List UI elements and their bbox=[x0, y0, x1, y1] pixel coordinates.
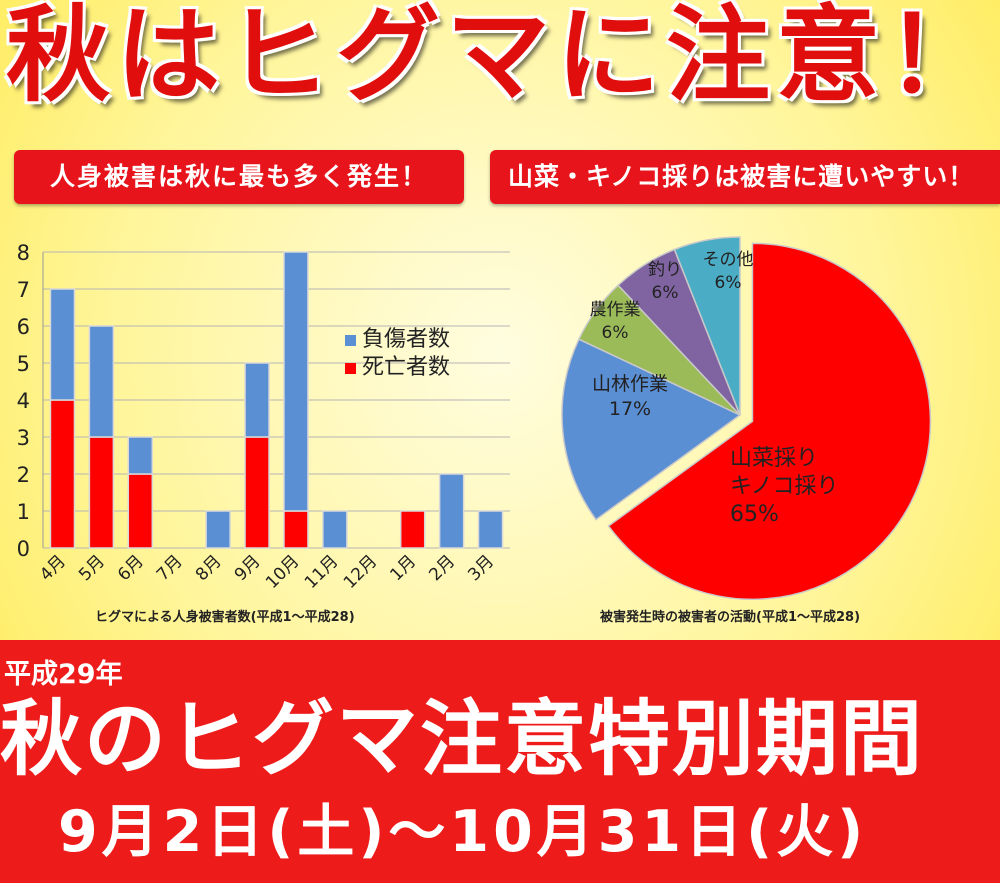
y-tick-label: 0 bbox=[17, 537, 30, 561]
bar-injured bbox=[283, 251, 309, 512]
pie-category-label: 山菜採り bbox=[730, 446, 818, 471]
pie-chart-banner: 山菜・キノコ採りは被害に遭いやすい！ bbox=[490, 150, 1000, 204]
x-tick-label: 6月 bbox=[114, 551, 148, 585]
x-tick-label: 4月 bbox=[36, 551, 70, 585]
pie-percent-label: 17% bbox=[609, 398, 651, 420]
y-tick-label: 7 bbox=[17, 278, 30, 302]
y-tick-label: 4 bbox=[17, 389, 30, 413]
y-tick-label: 8 bbox=[17, 241, 30, 265]
x-tick-label: 11月 bbox=[301, 551, 342, 592]
pie-slice bbox=[561, 338, 742, 521]
bar-injured bbox=[127, 436, 154, 475]
pie-category-label: 釣り bbox=[648, 260, 682, 280]
special-period-dates: 9月2日(土)〜10月31日(火) bbox=[58, 799, 868, 865]
x-tick-label: 5月 bbox=[75, 551, 109, 585]
bar-injured bbox=[244, 362, 270, 438]
y-tick-label: 6 bbox=[17, 315, 30, 339]
y-tick-label: 5 bbox=[17, 352, 30, 376]
bar-injured bbox=[49, 288, 76, 401]
x-tick-label: 7月 bbox=[153, 551, 187, 585]
special-period-panel bbox=[0, 640, 1000, 883]
y-tick-label: 3 bbox=[17, 426, 30, 450]
page-title: 秋はヒグマに注意！ bbox=[6, 0, 997, 116]
pie-chart-caption: 被害発生時の被害者の活動(平成1〜平成28) bbox=[600, 610, 861, 625]
x-tick-label: 1月 bbox=[386, 551, 420, 585]
x-tick-label: 9月 bbox=[231, 551, 265, 585]
pie-category-label: キノコ採り bbox=[730, 474, 838, 499]
x-tick-label: 8月 bbox=[192, 551, 226, 585]
pie-category-label: 山林作業 bbox=[592, 373, 668, 395]
bar-injured bbox=[88, 325, 115, 438]
legend-swatch bbox=[345, 335, 356, 346]
x-tick-label: 3月 bbox=[464, 551, 498, 585]
bar-chart-banner: 人身被害は秋に最も多く発生！ bbox=[14, 150, 464, 204]
pie-category-label: その他 bbox=[703, 250, 754, 270]
pie-percent-label: 6% bbox=[652, 283, 679, 303]
bar-injured bbox=[205, 510, 231, 549]
legend-label: 負傷者数 bbox=[362, 327, 450, 352]
bar-injured bbox=[322, 510, 348, 549]
x-tick-label: 2月 bbox=[425, 551, 459, 585]
bar-injured bbox=[477, 510, 504, 549]
pie-percent-label: 6% bbox=[715, 273, 742, 293]
year-label: 平成29年 bbox=[4, 659, 123, 690]
y-tick-label: 1 bbox=[17, 500, 30, 524]
bar-chart-caption: ヒグマによる人身被害者数(平成1〜平成28) bbox=[95, 610, 355, 625]
special-period-title: 秋のヒグマ注意特別期間 bbox=[0, 692, 925, 787]
pie-category-label: 農作業 bbox=[590, 300, 641, 320]
bar-death bbox=[399, 510, 426, 549]
pie-percent-label: 6% bbox=[602, 323, 629, 343]
pie-slice bbox=[673, 236, 741, 416]
pie-slice bbox=[607, 242, 932, 601]
y-tick-label: 2 bbox=[17, 463, 30, 487]
x-tick-label: 10月 bbox=[262, 551, 303, 592]
bar-death bbox=[127, 473, 154, 549]
bar-death bbox=[244, 436, 270, 549]
bar-death bbox=[49, 399, 76, 549]
legend-label: 死亡者数 bbox=[362, 355, 450, 380]
x-tick-label: 12月 bbox=[340, 551, 381, 592]
bar-death bbox=[88, 436, 115, 549]
bar-injured bbox=[438, 473, 465, 549]
legend-swatch bbox=[345, 363, 356, 374]
pie-percent-label: 65% bbox=[730, 502, 779, 527]
bar-death bbox=[283, 510, 309, 549]
